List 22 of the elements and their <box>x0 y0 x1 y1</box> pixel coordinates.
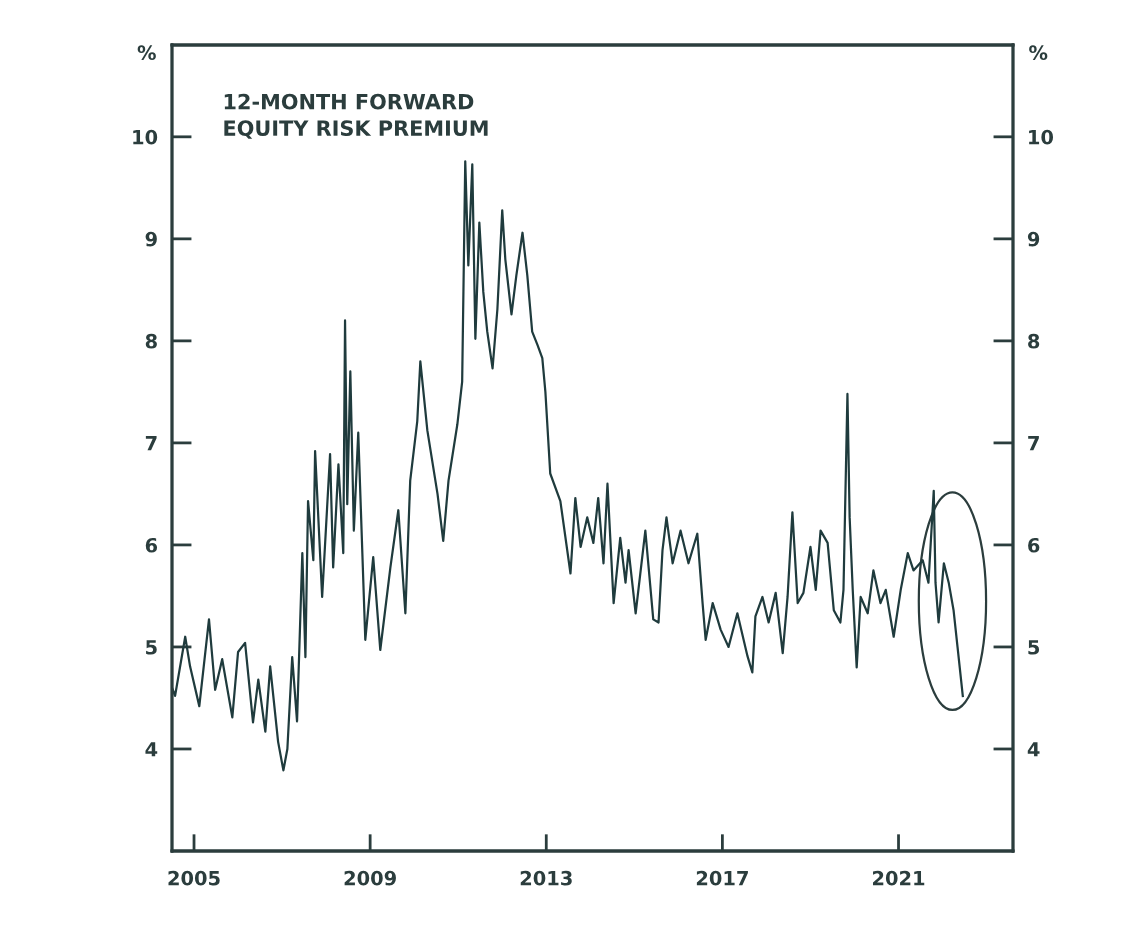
x-tick-label: 2017 <box>696 870 748 886</box>
y2-tick-label: 4 <box>1027 742 1040 757</box>
y-tick-label: 10 <box>133 129 158 145</box>
text: 12-MONTH FORWARD EQUITY RISK PREMIUM <box>224 93 488 139</box>
y-tick-label: 7 <box>145 436 157 451</box>
y-tick-label: 9 <box>145 231 157 247</box>
y2-tick-label: 8 <box>1028 333 1040 349</box>
y-axis-title: % <box>137 45 156 61</box>
y2-tick-label: 5 <box>1028 640 1040 655</box>
y2-axis-title: % <box>1029 45 1048 61</box>
x-tick-label: 2005 <box>168 870 220 886</box>
y2-tick-label: 7 <box>1028 436 1039 451</box>
y2-tick-label: 10 <box>1029 129 1054 145</box>
x-tick-label: 2021 <box>873 870 925 886</box>
y-tick-label: 5 <box>146 640 157 655</box>
y2-tick-label: 6 <box>1028 537 1040 553</box>
x-tick-label: 2009 <box>344 870 396 886</box>
y-tick-label: 6 <box>145 537 158 553</box>
y2-tick-label: 9 <box>1027 231 1040 247</box>
x-tick-label: 2013 <box>520 870 572 886</box>
y-tick-label: 4 <box>145 742 158 757</box>
y-tick-label: 8 <box>145 333 157 349</box>
